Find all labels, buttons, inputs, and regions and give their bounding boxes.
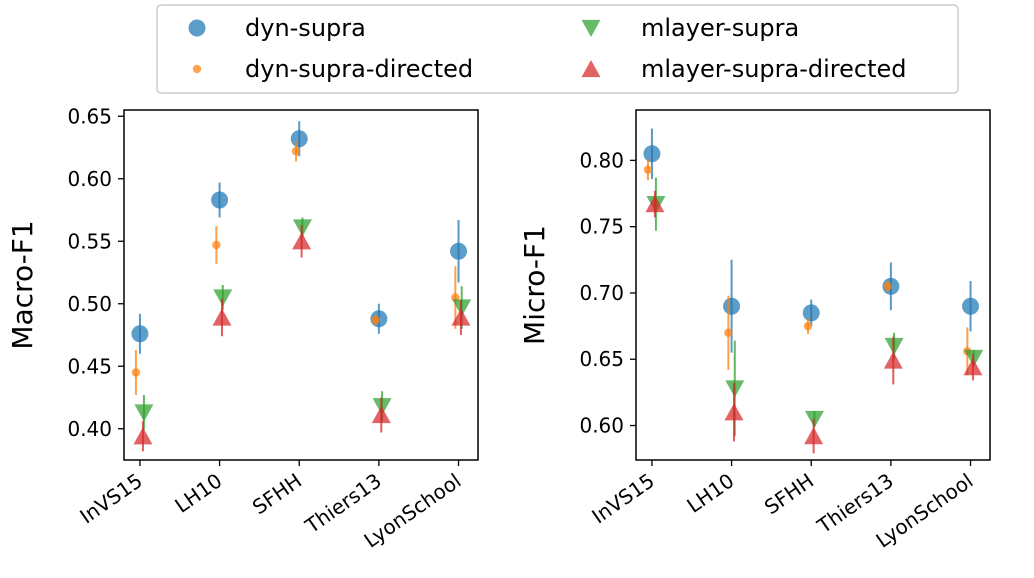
legend: dyn-supra dyn-supra-directed mlayer-supra m… — [156, 4, 959, 94]
legend-frame — [156, 4, 959, 94]
legend-marker-dyn-supra-directed — [192, 64, 202, 74]
legend-marker-mlayer-supra — [581, 19, 601, 38]
y-tick-label: 0.40 — [67, 417, 112, 441]
point-mlayer-supra-directed-invs15 — [645, 195, 665, 213]
point-dyn-supra-lyonschool — [962, 297, 980, 315]
point-dyn-supra-lh10 — [211, 191, 229, 209]
legend-label: dyn-supra — [245, 14, 366, 42]
point-dyn-supra-sfhh — [290, 130, 308, 148]
point-mlayer-supra-lh10 — [213, 289, 233, 307]
legend-marker-mlayer-supra-directed — [581, 59, 601, 78]
y-axis-label: Macro-F1 — [6, 220, 39, 349]
legend-item-mlayer-supra-directed: mlayer-supra-directed — [581, 55, 907, 83]
point-dyn-supra-directed-invs15 — [643, 165, 653, 174]
point-mlayer-supra-directed-sfhh — [804, 427, 824, 445]
x-tick-label-invs15: InVS15 — [587, 468, 658, 528]
point-dyn-supra-directed-lh10 — [724, 328, 733, 337]
y-tick-label: 0.65 — [579, 347, 624, 371]
y-tick-label: 0.70 — [579, 281, 624, 305]
series-dyn-supra — [643, 128, 980, 353]
point-dyn-supra-lh10 — [723, 297, 741, 315]
series-dyn-supra-directed — [643, 159, 972, 376]
y-tick-label: 0.55 — [67, 229, 112, 253]
point-mlayer-supra-directed-thiers13 — [371, 405, 391, 424]
point-dyn-supra-directed-thiers13 — [883, 282, 892, 291]
legend-item-dyn-supra: dyn-supra — [188, 14, 366, 42]
point-mlayer-supra-directed-sfhh — [292, 232, 312, 250]
x-tick-label-sfhh: SFHH — [760, 468, 818, 519]
x-tick-label-lh10: LH10 — [682, 468, 738, 517]
point-mlayer-supra-directed-lyonschool — [451, 308, 471, 326]
legend-label: mlayer-supra-directed — [641, 55, 907, 83]
y-tick-label: 0.80 — [579, 148, 624, 172]
series-mlayer-supra-directed — [645, 190, 983, 454]
y-tick-label: 0.60 — [579, 414, 624, 438]
point-mlayer-supra-invs15 — [134, 404, 154, 422]
point-dyn-supra-invs15 — [643, 145, 661, 163]
point-dyn-supra-sfhh — [802, 304, 820, 322]
legend-item-mlayer-supra: mlayer-supra — [581, 14, 799, 42]
legend-item-dyn-supra-directed: dyn-supra-directed — [192, 55, 473, 83]
point-mlayer-supra-directed-lh10 — [724, 403, 744, 421]
y-tick-label: 0.50 — [67, 292, 112, 316]
plot-frame — [635, 109, 991, 461]
y-tick-label: 0.45 — [67, 354, 112, 378]
point-mlayer-supra-directed-thiers13 — [883, 351, 903, 369]
series-mlayer-supra — [134, 217, 472, 430]
point-dyn-supra-directed-invs15 — [131, 368, 141, 377]
point-mlayer-supra-directed-lyonschool — [963, 358, 983, 376]
point-dyn-supra-directed-sfhh — [803, 321, 813, 331]
y-tick-label: 0.60 — [67, 167, 112, 191]
legend-label: mlayer-supra — [641, 14, 799, 42]
point-dyn-supra-directed-sfhh — [291, 147, 301, 156]
x-tick-label-lh10: LH10 — [170, 468, 226, 517]
series-mlayer-supra-directed — [133, 225, 471, 452]
y-tick-label: 0.75 — [579, 215, 624, 239]
legend-label: dyn-supra-directed — [245, 55, 473, 83]
plot-frame — [123, 109, 479, 461]
series-dyn-supra-directed — [131, 141, 460, 395]
point-dyn-supra-lyonschool — [450, 242, 468, 260]
point-dyn-supra-directed-lh10 — [212, 240, 221, 250]
point-mlayer-supra-directed-lh10 — [212, 308, 232, 326]
point-dyn-supra-invs15 — [131, 325, 149, 343]
legend-marker-dyn-supra — [188, 19, 206, 37]
point-mlayer-supra-directed-invs15 — [133, 427, 153, 445]
x-tick-label-invs15: InVS15 — [75, 468, 146, 528]
y-tick-label: 0.65 — [67, 104, 112, 128]
point-dyn-supra-directed-thiers13 — [371, 315, 380, 325]
y-axis-label: Micro-F1 — [518, 225, 551, 345]
x-tick-label-sfhh: SFHH — [248, 468, 306, 519]
